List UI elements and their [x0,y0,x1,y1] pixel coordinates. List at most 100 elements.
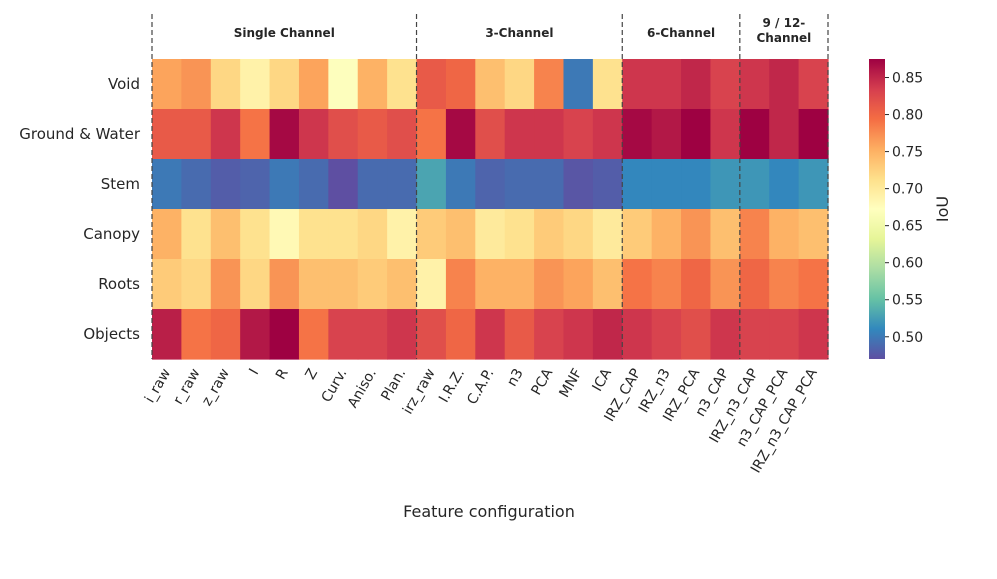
heatmap-cell [328,209,359,260]
heatmap-cell [710,59,741,110]
heatmap-cell [622,309,653,360]
heatmap-cell [739,309,770,360]
column-label: Z [302,366,321,382]
heatmap-cell [622,59,653,110]
column-label: n3 [504,366,527,389]
heatmap-cell [181,109,212,160]
heatmap-cell [240,259,271,310]
heatmap-cell [651,109,682,160]
heatmap-cell [798,59,829,110]
heatmap-cell [445,109,476,160]
heatmap-cell [798,259,829,310]
heatmap-cell [181,209,212,260]
heatmap-cell [328,309,359,360]
colorbar: 0.50 0.55 0.60 0.65 0.70 0.75 0.80 0.85 IoU [869,59,952,359]
heatmap-cell [387,159,418,210]
column-label: Aniso. [345,366,380,411]
heatmap-cell [681,259,712,310]
heatmap-cell [269,159,300,210]
heatmap-cell [240,309,271,360]
row-label: Stem [101,175,140,193]
heatmap-cell [475,209,506,260]
heatmap-cell [534,59,565,110]
heatmap-cell [357,59,388,110]
heatmap-cell [504,309,535,360]
heatmap-cell [416,209,447,260]
heatmap-cell [152,59,182,110]
heatmap-cell [710,259,741,310]
row-label: Void [108,75,140,93]
heatmap-cell [504,259,535,310]
heatmap-cell [210,259,241,310]
heatmap-cell [651,159,682,210]
heatmap-cell [387,209,418,260]
heatmap-cell [563,209,594,260]
heatmap-cell [269,109,300,160]
group-label: 9 / 12- [763,16,806,30]
column-label: Plan. [378,366,409,404]
heatmap-cell [328,109,359,160]
heatmap-cell [563,59,594,110]
heatmap-cell [240,209,271,260]
colorbar-gradient [869,59,885,359]
heatmap-cell [739,159,770,210]
heatmap-cell [534,109,565,160]
heatmap-cell [798,209,829,260]
heatmap-cell [739,109,770,160]
heatmap-cell [416,109,447,160]
heatmap-cell [622,159,653,210]
heatmap-cell [475,59,506,110]
heatmap-cell [445,159,476,210]
colorbar-title: IoU [933,196,952,222]
heatmap-cell [416,159,447,210]
heatmap-cell [710,309,741,360]
heatmap-cell [181,259,212,310]
heatmap-cell [387,259,418,310]
heatmap-cell [269,309,300,360]
heatmap-cell [152,109,182,160]
heatmap-cell [798,159,829,210]
heatmap-cell [298,259,329,310]
heatmap-cell [240,109,271,160]
group-label: 6-Channel [647,26,715,40]
heatmap-cell [298,309,329,360]
heatmap-cell [592,59,623,110]
heatmap-cell [416,259,447,310]
heatmap-cell [357,309,388,360]
heatmap-cell [710,209,741,260]
heatmap-cell [475,159,506,210]
heatmap-cell [152,159,182,210]
heatmap-cell [181,309,212,360]
heatmap-cell [387,109,418,160]
heatmap-cell [769,159,800,210]
heatmap-cell [622,109,653,160]
row-label: Ground & Water [19,125,141,143]
heatmap-cell [769,209,800,260]
colorbar-tick-label: 0.55 [892,293,923,309]
heatmap-cell [328,59,359,110]
heatmap-cell [769,309,800,360]
colorbar-tick-label: 0.70 [892,182,923,198]
heatmap-cell [681,309,712,360]
heatmap-cell [769,59,800,110]
column-label: MNF [556,366,585,401]
heatmap-cell [357,109,388,160]
heatmap-cell [269,209,300,260]
heatmap-cell [563,159,594,210]
heatmap-cell [651,209,682,260]
heatmap-cell [592,109,623,160]
heatmap-cell [387,309,418,360]
heatmap-cell [328,159,359,210]
heatmap-cell [269,259,300,310]
heatmap-cell [739,259,770,310]
heatmap-cell [622,209,653,260]
column-label: ICA [589,366,615,395]
heatmap-cell [504,109,535,160]
heatmap-cell [269,59,300,110]
heatmap-cell [445,259,476,310]
row-label: Objects [83,325,140,343]
group-label: 3-Channel [485,26,553,40]
heatmap-cell [534,209,565,260]
heatmap-cell [445,309,476,360]
